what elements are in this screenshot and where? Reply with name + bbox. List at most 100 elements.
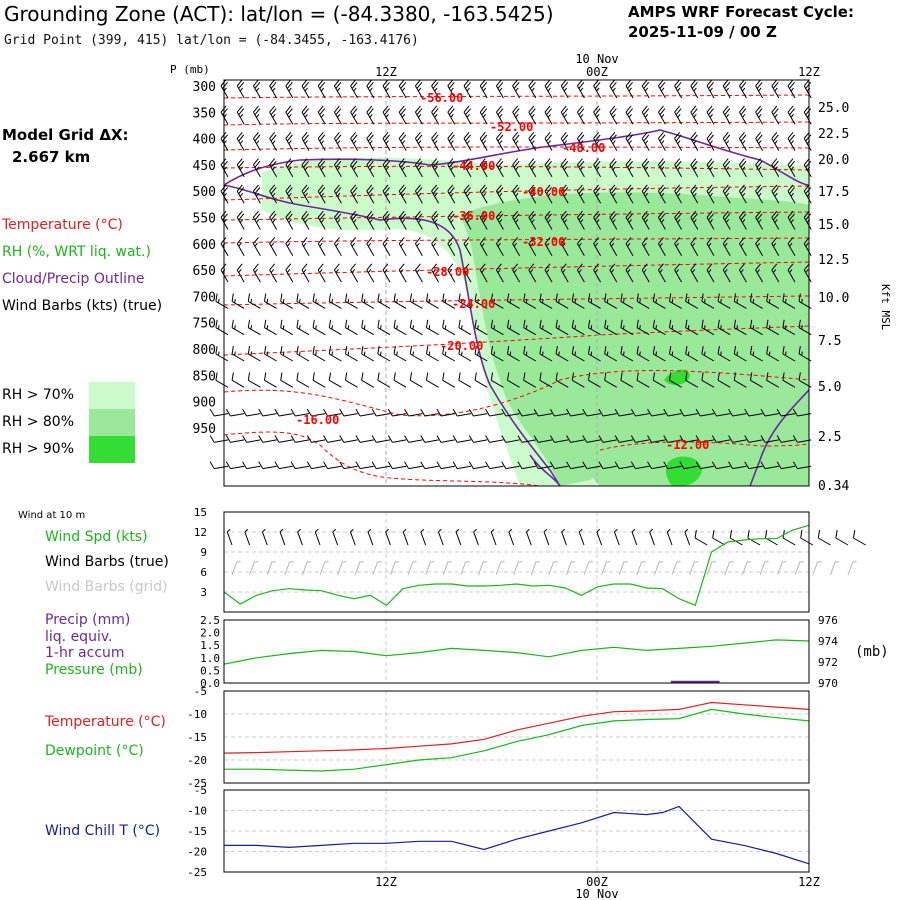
cross-section-barb xyxy=(458,346,472,362)
cross-section-barb xyxy=(209,408,229,417)
cross-section-barb xyxy=(771,184,780,204)
cross-section-barb xyxy=(722,158,731,178)
cross-section-barb xyxy=(247,372,261,388)
cross-section-barb xyxy=(425,372,439,388)
cross-section-barb xyxy=(523,346,537,362)
cross-section-barb xyxy=(442,293,456,309)
cross-section-barb xyxy=(630,435,650,443)
td-gridlines xyxy=(224,691,809,783)
cross-section-barb xyxy=(647,461,666,470)
cross-section-barb xyxy=(787,79,796,99)
cross-section-barb xyxy=(609,184,618,204)
cross-section-barb xyxy=(269,79,278,99)
cross-section-barb xyxy=(301,210,310,230)
precip-tick-label: 0.0 xyxy=(200,677,220,690)
temp-contour-40 xyxy=(223,185,810,201)
cross-section-barb xyxy=(539,372,553,388)
wind-barb-true xyxy=(817,530,831,546)
cross-section-barb xyxy=(695,408,715,417)
cross-section-barb xyxy=(544,158,553,178)
wind-chill-line xyxy=(224,805,810,865)
cross-section-barb xyxy=(787,263,796,283)
cross-section-barb xyxy=(609,79,618,99)
cross-section-barb xyxy=(803,79,812,99)
wind-barb-true xyxy=(437,528,444,546)
cross-section-barb xyxy=(225,408,245,417)
cross-section-barb xyxy=(803,237,812,257)
wind-barb-grid xyxy=(337,561,347,576)
rh90-blob-2 xyxy=(665,456,702,486)
cross-section-barb xyxy=(674,131,683,151)
cross-section-barb xyxy=(733,293,747,309)
cross-section-barb xyxy=(744,461,763,470)
cross-section-barb xyxy=(452,435,472,443)
wind-barb-true xyxy=(561,528,567,546)
cross-section-barb xyxy=(652,319,666,336)
cross-section-barb xyxy=(803,263,812,283)
cross-section-barb xyxy=(544,263,553,283)
legend-rh90-swatch xyxy=(89,436,135,463)
cross-section-barb xyxy=(722,131,731,151)
cross-section-barb xyxy=(301,237,310,257)
cross-section-barb xyxy=(609,105,618,125)
cross-section-barb xyxy=(274,408,293,417)
temp-contour-label: -16.00 xyxy=(296,413,339,427)
cross-section-barb xyxy=(679,408,698,417)
cross-section-barb xyxy=(609,263,618,283)
cross-section-barb xyxy=(495,158,504,178)
cross-section-barb xyxy=(668,319,682,336)
temp-contour-label: -20.00 xyxy=(440,339,483,353)
cross-section-barb xyxy=(252,79,261,99)
label-pressure: Pressure (mb) xyxy=(45,662,143,678)
cross-section-barb xyxy=(361,372,375,388)
cross-section-barb xyxy=(636,319,650,336)
cross-section-barb xyxy=(598,435,617,443)
cross-section-barb xyxy=(604,293,618,309)
top-tick-12z-left: 12Z xyxy=(375,65,397,79)
cross-section-barb xyxy=(377,319,391,336)
temp-contour-label: -12.00 xyxy=(666,438,709,452)
cross-section-barb xyxy=(280,319,294,336)
cross-section-barb xyxy=(782,372,796,388)
cross-section-barb xyxy=(663,461,682,470)
cross-section-barb xyxy=(333,263,342,283)
cross-section-barb xyxy=(350,105,359,125)
cross-section-barb xyxy=(787,184,796,204)
cross-section-barb xyxy=(528,263,537,283)
cross-section-barb xyxy=(706,237,715,257)
height-tick-label: 7.5 xyxy=(818,334,841,349)
cross-section-barb xyxy=(604,319,618,336)
cross-section-barb xyxy=(301,79,310,99)
cross-section-barb xyxy=(317,263,326,283)
wind-barb-true xyxy=(631,528,638,546)
temp-dew-panel: -5 -10 -15 -20 -25 xyxy=(187,685,810,790)
cross-section-barb xyxy=(366,184,375,204)
cross-section-barb xyxy=(501,461,520,470)
cross-section-barb xyxy=(593,237,602,257)
wind-speed-line xyxy=(223,524,810,607)
pp-panel-frame xyxy=(223,619,810,684)
cross-section-barb xyxy=(263,372,277,388)
cross-section-barb xyxy=(236,184,245,204)
cross-section-barb xyxy=(533,408,553,417)
cross-section-barb xyxy=(560,105,569,125)
label-wind-barbs-grid: Wind Barbs (grid) xyxy=(45,579,168,595)
cross-section-barb xyxy=(695,435,715,443)
cross-section-barb xyxy=(641,131,650,151)
wind-barb-true xyxy=(244,528,251,546)
cross-section-barb xyxy=(215,346,229,362)
cross-section-barb xyxy=(371,408,391,417)
cross-section-barb xyxy=(485,408,504,417)
cross-section-barb xyxy=(560,79,569,99)
cross-section-barb xyxy=(636,346,650,362)
wind-barb-true xyxy=(835,530,849,546)
wind-barb-grid xyxy=(671,561,681,576)
label-dewpoint: Dewpoint (°C) xyxy=(45,743,144,759)
cross-section-barb xyxy=(269,131,278,151)
td-tick-label: -15 xyxy=(187,731,207,744)
pressure-unit-label: (mb) xyxy=(855,644,889,660)
temp-contour-52 xyxy=(223,121,810,126)
cross-section-barb xyxy=(717,372,731,388)
cross-section-barb xyxy=(517,435,536,443)
